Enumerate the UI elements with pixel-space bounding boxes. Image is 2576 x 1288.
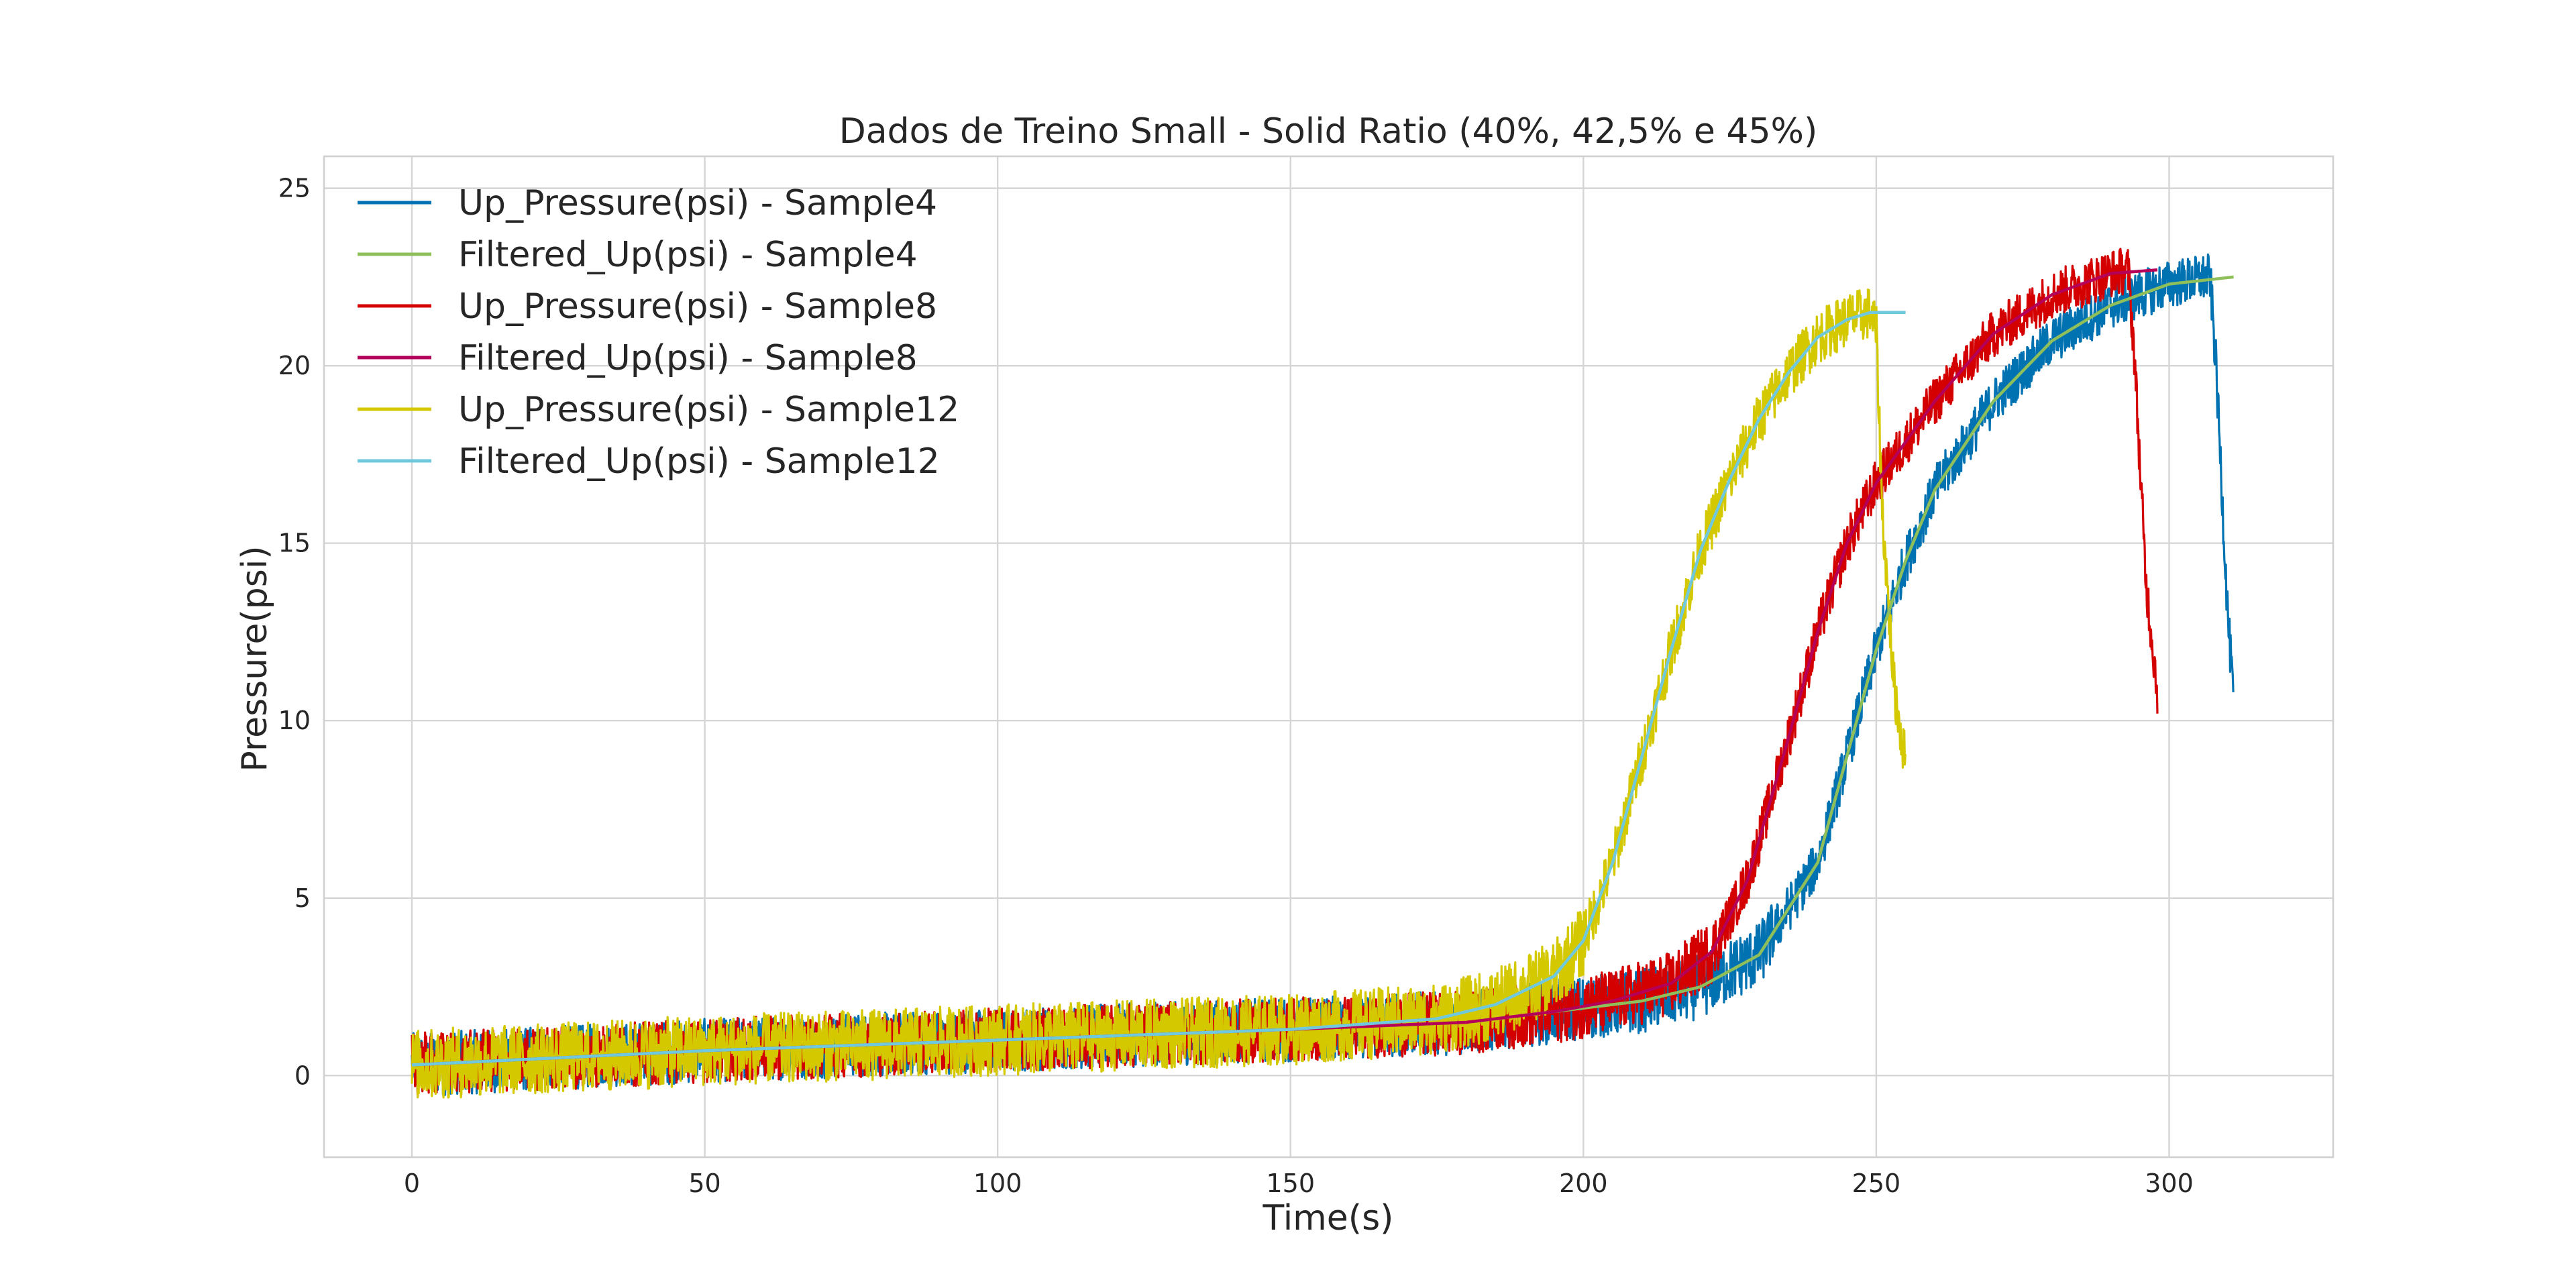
series-line-6 (411, 311, 1906, 1067)
x-tick-label: 50 (688, 1169, 720, 1198)
legend-label-2: Filtered_Up(psi) - Sample4 (458, 235, 918, 275)
x-axis-label: Time(s) (1263, 1198, 1394, 1238)
x-tick-label: 100 (973, 1169, 1022, 1198)
legend-label-4: Filtered_Up(psi) - Sample8 (458, 338, 918, 378)
y-tick-label: 10 (278, 706, 311, 735)
y-axis-label: Pressure(psi) (235, 545, 275, 771)
x-tick-label: 300 (2145, 1169, 2194, 1198)
y-tick-label: 20 (278, 351, 311, 380)
plot-frame (323, 155, 2334, 1159)
chart-title: Dados de Treino Small - Solid Ratio (40%… (839, 111, 1818, 152)
y-tick-label: 0 (294, 1061, 311, 1090)
x-tick-label: 200 (1559, 1169, 1608, 1198)
tick-labels: 0 50 100 150 200 250 300 0 5 10 15 20 25 (278, 174, 2194, 1198)
legend-label-1: Up_Pressure(psi) - Sample4 (458, 183, 937, 223)
x-tick-label: 250 (1852, 1169, 1901, 1198)
legend: Up_Pressure(psi) - Sample4 Filtered_Up(ps… (358, 183, 959, 482)
x-tick-label: 150 (1266, 1169, 1315, 1198)
series-lines (411, 248, 2235, 1099)
y-tick-label: 5 (294, 883, 311, 913)
y-tick-label: 25 (278, 174, 311, 203)
y-tick-label: 15 (278, 529, 311, 558)
legend-label-3: Up_Pressure(psi) - Sample8 (458, 286, 937, 327)
x-tick-label: 0 (404, 1169, 420, 1198)
legend-label-5: Up_Pressure(psi) - Sample12 (458, 390, 959, 430)
legend-label-6: Filtered_Up(psi) - Sample12 (458, 441, 940, 482)
